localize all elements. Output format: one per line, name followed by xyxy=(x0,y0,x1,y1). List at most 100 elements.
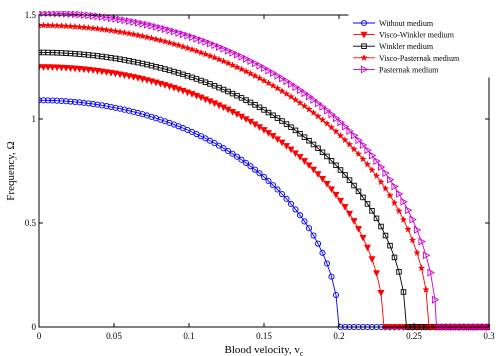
data-point xyxy=(296,98,304,107)
data-point xyxy=(215,142,223,149)
data-point xyxy=(147,34,156,42)
data-point xyxy=(274,71,282,80)
data-point xyxy=(296,154,304,161)
data-point xyxy=(242,54,251,63)
legend-label: Visco-Winkler medium xyxy=(379,31,455,40)
data-point xyxy=(323,106,332,115)
data-point xyxy=(287,80,296,89)
data-point xyxy=(292,127,299,134)
data-point xyxy=(418,237,426,246)
data-point xyxy=(247,57,255,66)
data-point xyxy=(188,45,196,53)
data-point xyxy=(314,240,322,247)
data-point xyxy=(306,137,312,144)
data-point xyxy=(260,64,269,73)
data-point xyxy=(323,181,331,188)
data-point xyxy=(184,31,192,40)
data-point xyxy=(417,264,426,272)
data-point xyxy=(265,177,272,185)
data-point xyxy=(116,15,125,24)
data-point xyxy=(129,30,138,38)
data-point xyxy=(368,166,376,174)
data-point xyxy=(287,146,295,154)
data-point xyxy=(242,67,250,75)
data-point xyxy=(422,251,431,260)
series-4 xyxy=(39,11,490,331)
data-point xyxy=(305,92,314,101)
data-point xyxy=(139,19,147,28)
data-point xyxy=(165,38,174,46)
data-point xyxy=(278,74,287,83)
data-point xyxy=(291,95,300,104)
data-point xyxy=(395,189,404,198)
data-point xyxy=(269,133,277,140)
data-point xyxy=(395,207,403,215)
data-point xyxy=(107,26,115,34)
data-point xyxy=(363,160,372,168)
data-point xyxy=(310,141,317,148)
data-point xyxy=(197,36,206,45)
data-point xyxy=(102,25,111,34)
x-tick-label: 0.2 xyxy=(333,331,344,341)
data-point xyxy=(256,61,264,70)
data-point xyxy=(377,289,385,297)
data-point xyxy=(332,127,340,135)
data-point xyxy=(242,159,250,166)
data-point xyxy=(103,103,110,110)
data-point xyxy=(75,23,84,31)
data-point xyxy=(337,167,344,173)
data-point xyxy=(143,33,151,41)
data-point xyxy=(341,204,349,211)
data-point xyxy=(351,182,357,189)
series-line xyxy=(39,99,489,328)
data-point xyxy=(148,21,156,30)
data-point xyxy=(179,42,187,50)
data-point xyxy=(134,31,142,39)
data-point xyxy=(152,22,161,31)
data-point xyxy=(318,115,327,124)
data-point xyxy=(215,102,223,110)
data-point xyxy=(287,92,295,101)
data-point xyxy=(332,114,341,123)
data-point xyxy=(364,201,371,207)
data-point xyxy=(238,52,246,61)
data-point xyxy=(179,30,188,39)
data-point xyxy=(382,169,390,178)
data-point xyxy=(288,124,294,130)
data-point xyxy=(58,64,65,72)
x-tick-label: 0.3 xyxy=(483,331,495,341)
data-point xyxy=(175,28,183,37)
legend-marker xyxy=(360,31,368,39)
data-point xyxy=(359,234,367,242)
data-point xyxy=(98,102,106,109)
data-point xyxy=(229,48,237,57)
data-point xyxy=(98,68,106,76)
data-point xyxy=(314,99,323,108)
data-point xyxy=(156,36,165,44)
data-point xyxy=(215,55,223,63)
data-point xyxy=(409,215,417,224)
data-point xyxy=(292,150,299,157)
data-point xyxy=(296,212,304,219)
data-point xyxy=(342,172,348,178)
data-point xyxy=(125,107,133,114)
data-point xyxy=(301,218,308,225)
data-point xyxy=(120,28,129,36)
data-point xyxy=(238,156,245,163)
data-point xyxy=(310,166,317,174)
data-point xyxy=(251,71,259,80)
data-point xyxy=(134,18,143,27)
data-point xyxy=(138,32,147,40)
y-tick-label: 1 xyxy=(32,114,37,124)
data-point xyxy=(62,64,70,72)
data-point xyxy=(427,268,435,277)
data-point xyxy=(300,102,309,110)
data-point xyxy=(350,145,358,153)
data-point xyxy=(130,108,137,115)
data-point xyxy=(111,27,120,35)
data-point xyxy=(381,184,390,192)
data-point xyxy=(84,23,93,32)
data-point xyxy=(188,33,197,42)
data-point xyxy=(314,171,322,178)
